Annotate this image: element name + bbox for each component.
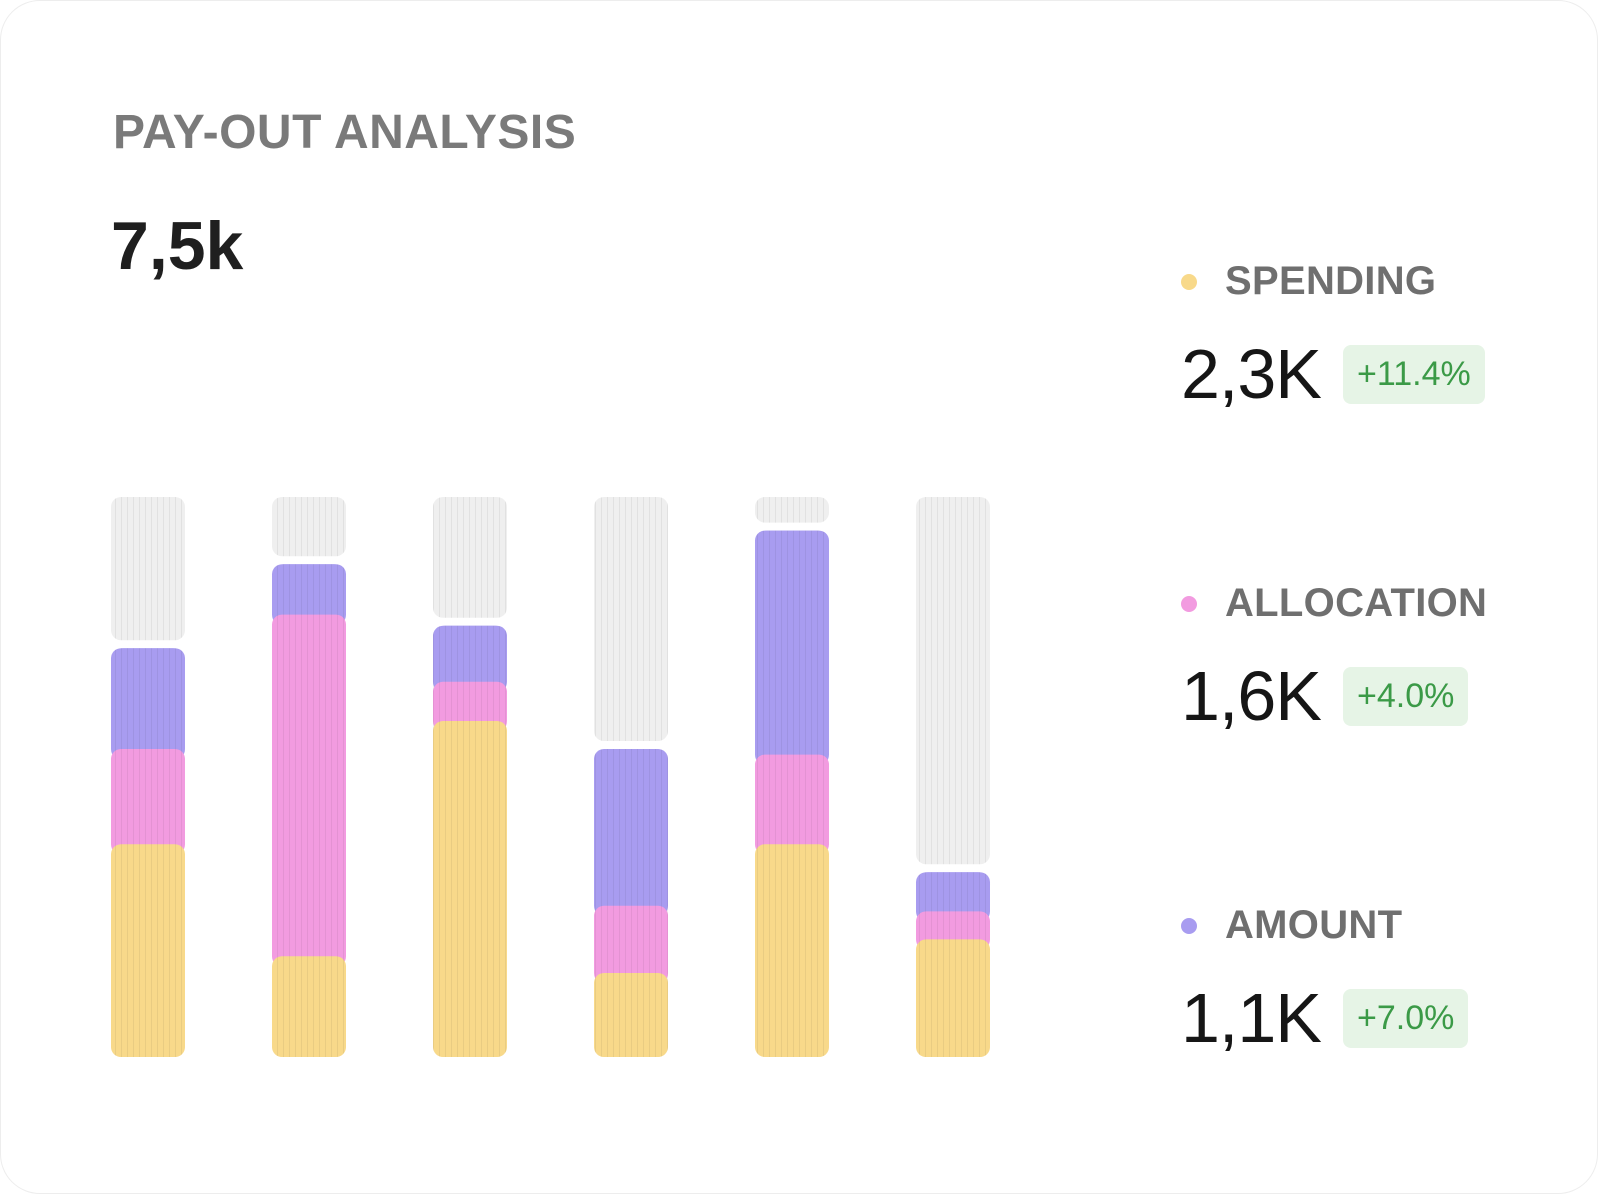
bar-track-texture — [755, 497, 829, 523]
stacked-bar-chart — [111, 497, 990, 1057]
legend-value: 2,3K — [1181, 335, 1322, 413]
card-title: PAY-OUT ANALYSIS — [113, 106, 577, 159]
allocation-dot-icon — [1181, 595, 1197, 612]
bar-texture — [272, 564, 346, 1057]
legend-label: ALLOCATION — [1225, 581, 1488, 625]
bar-track-texture — [916, 497, 990, 865]
bar-track-texture — [111, 497, 185, 641]
bar-texture — [916, 872, 990, 1057]
bar-track-texture — [433, 497, 507, 618]
change-badge: +7.0% — [1343, 988, 1469, 1048]
legend-value: 1,1K — [1181, 979, 1322, 1057]
legend-label: SPENDING — [1225, 259, 1437, 303]
legend-item-allocation: ALLOCATION 1,6K +4.0% — [1181, 581, 1581, 736]
legend-label: AMOUNT — [1225, 903, 1403, 947]
bar-texture — [594, 749, 668, 1057]
bar-track-texture — [272, 497, 346, 557]
spending-dot-icon — [1181, 273, 1197, 290]
amount-dot-icon — [1181, 917, 1197, 934]
bar-texture — [433, 625, 507, 1057]
total-value: 7,5k — [111, 208, 244, 284]
legend-value: 1,6K — [1181, 657, 1322, 735]
legend-item-spending: SPENDING 2,3K +11.4% — [1181, 259, 1581, 414]
change-badge: +11.4% — [1343, 344, 1485, 404]
bar-track-texture — [594, 497, 668, 741]
change-badge: +4.0% — [1343, 666, 1469, 726]
legend-item-amount: AMOUNT 1,1K +7.0% — [1181, 903, 1581, 1058]
bar-texture — [111, 648, 185, 1057]
bar-texture — [755, 530, 829, 1057]
